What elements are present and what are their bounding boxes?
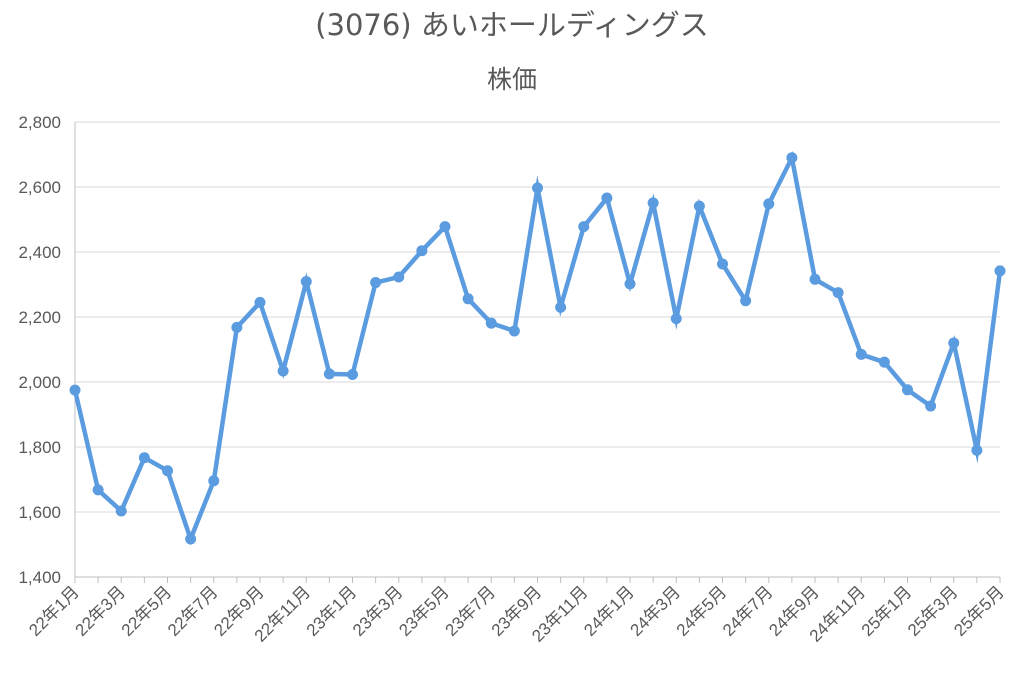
data-point [92,484,104,496]
data-point [601,192,613,204]
data-point [855,348,867,360]
y-tick-label: 2,400 [18,243,61,262]
data-point [208,475,220,487]
data-point [508,325,520,337]
y-axis-tick-labels: 1,400 1,600 1,800 2,000 2,200 2,400 2,600 2,800 [18,113,61,587]
chart-subtitle: 株価 [486,65,537,94]
y-tick-label: 2,800 [18,113,61,132]
x-tick-label: 22年5月 [118,582,176,640]
x-tick-label: 24年7月 [719,582,777,640]
data-point [971,444,983,456]
data-point [393,271,405,283]
x-tick-label: 24年1月 [580,582,638,640]
x-tick-label: 23年7月 [442,582,500,640]
data-point [555,301,567,313]
data-point [624,278,636,290]
data-point [115,505,127,517]
data-point [277,365,289,377]
data-point [69,384,81,396]
data-point [763,198,775,210]
x-tick-label: 23年5月 [395,582,453,640]
data-point [994,265,1006,277]
data-point [717,258,728,270]
data-point [300,276,312,288]
data-point [740,295,752,307]
y-tick-label: 1,800 [18,438,61,457]
data-point [578,221,590,233]
data-point [462,293,474,305]
data-point [878,356,890,368]
data-point [832,287,844,299]
x-tick-label: 25年3月 [904,582,962,640]
data-point [347,369,358,381]
data-point [902,384,913,396]
data-point [185,533,197,545]
x-tick-label: 22年1月 [25,582,83,640]
data-point [925,400,937,412]
x-tick-label: 24年3月 [627,582,685,640]
data-point [439,221,451,233]
data-point [370,277,382,289]
axes [74,122,1001,583]
x-axis-tick-labels: 22年1月22年3月22年5月22年7月22年9月22年11月23年1月23年3… [25,582,1008,645]
x-tick-label: 22年7月 [164,582,222,640]
data-point [485,317,497,329]
x-tick-label: 24年5月 [673,582,731,640]
data-point [948,337,960,349]
data-point [138,452,150,464]
data-point [809,273,821,285]
y-tick-label: 2,600 [18,178,61,197]
x-tick-label: 23年1月 [303,582,361,640]
x-tick-label: 23年3月 [349,582,407,640]
data-point [254,296,266,308]
data-point [416,245,428,257]
data-series [69,150,1006,546]
y-tick-label: 2,200 [18,308,61,327]
y-tick-label: 1,400 [18,568,61,587]
data-point [647,197,659,209]
data-point [693,200,705,212]
y-tick-label: 2,000 [18,373,61,392]
chart-title: (3076) あいホールディングス [315,8,709,42]
data-point [162,465,173,477]
data-point [231,321,243,333]
data-point [323,368,335,380]
data-point [532,182,543,194]
data-point [786,152,798,164]
y-tick-label: 1,600 [18,503,61,522]
data-point [670,313,682,325]
x-tick-label: 22年3月 [72,582,130,640]
x-tick-label: 25年1月 [858,582,916,640]
x-tick-label: 25年5月 [950,582,1008,640]
